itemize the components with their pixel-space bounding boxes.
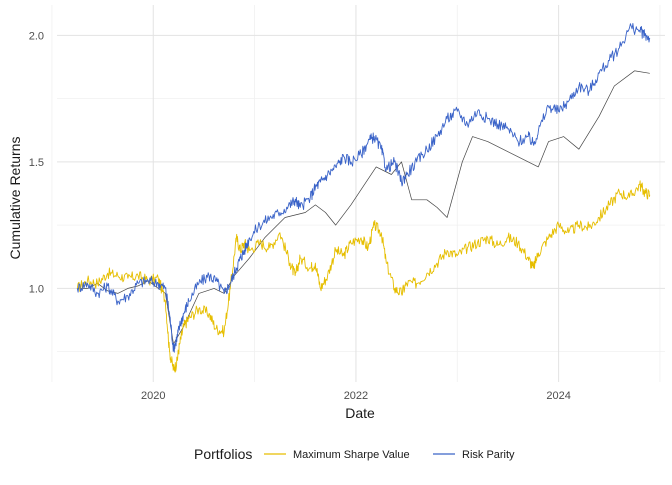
x-tick-label: 2022 — [344, 390, 368, 402]
legend-label-maximum-sharpe-value: Maximum Sharpe Value — [293, 449, 410, 461]
tick-labels: 2020 2022 2024 1.0 1.5 2.0 — [29, 30, 571, 402]
series-line-maximum-sharpe-value — [76, 180, 651, 373]
y-tick-label: 1.0 — [29, 283, 44, 295]
x-tick-label: 2020 — [141, 390, 165, 402]
legend-label-risk-parity: Risk Parity — [462, 449, 515, 461]
legend: Portfolios Maximum Sharpe Value Risk Par… — [194, 446, 515, 462]
series-line-unlabeled — [77, 70, 650, 345]
major-gridlines — [57, 5, 665, 382]
x-tick-label: 2024 — [546, 390, 570, 402]
y-tick-label: 2.0 — [29, 30, 44, 42]
x-axis-title: Date — [345, 405, 375, 421]
legend-title: Portfolios — [194, 446, 252, 462]
y-axis-title: Cumulative Returns — [7, 137, 23, 260]
series-layer — [76, 23, 651, 373]
minor-gridlines — [51, 5, 665, 382]
series-line-risk-parity — [76, 23, 651, 353]
y-tick-label: 1.5 — [29, 157, 44, 169]
